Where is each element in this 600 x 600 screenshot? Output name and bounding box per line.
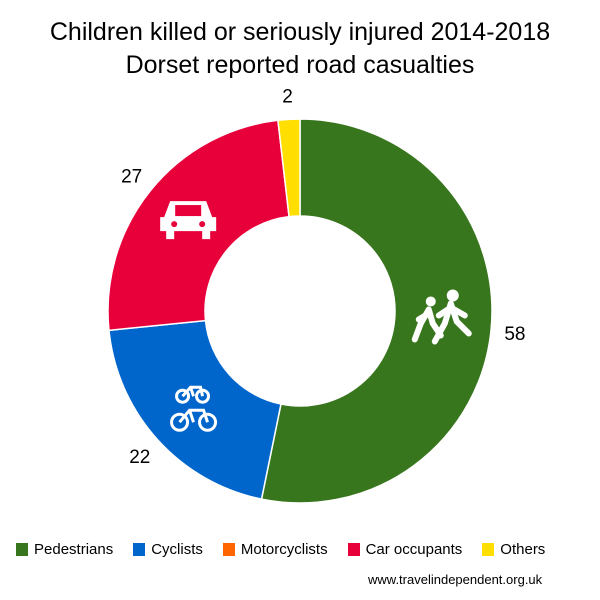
legend-swatch bbox=[347, 543, 360, 556]
legend: Pedestrians Cyclists Motorcyclists Car o… bbox=[16, 541, 565, 558]
legend-swatch bbox=[16, 543, 28, 556]
slice-others bbox=[277, 118, 301, 218]
chart-title: Children killed or seriously injured 201… bbox=[49, 18, 551, 46]
legend-label: Pedestrians bbox=[34, 541, 114, 558]
legend-label: Cyclists bbox=[151, 541, 203, 558]
chart-subtitle: Dorset reported road casualties bbox=[125, 51, 475, 79]
legend-item-others: Others bbox=[482, 541, 545, 558]
data-label: 2 bbox=[282, 86, 293, 107]
legend-item-cyclists: Cyclists bbox=[133, 541, 203, 558]
data-label: 22 bbox=[129, 447, 150, 468]
legend-item-pedestrians: Pedestrians bbox=[16, 541, 113, 558]
legend-swatch bbox=[133, 543, 146, 556]
source-link[interactable]: www.travelindependent.org.uk bbox=[368, 572, 543, 587]
legend-label: Others bbox=[500, 541, 546, 558]
legend-item-car-occupants: Car occupants bbox=[347, 541, 463, 558]
slice-pedestrians bbox=[260, 118, 493, 504]
data-label: 58 bbox=[504, 324, 525, 345]
legend-swatch bbox=[482, 543, 495, 556]
car-icon bbox=[160, 201, 217, 240]
bicycles-icon bbox=[170, 385, 218, 432]
legend-label: Car occupants bbox=[365, 541, 463, 558]
pedestrians-icon bbox=[411, 289, 472, 345]
data-label: 27 bbox=[121, 167, 142, 188]
legend-label: Motorcyclists bbox=[240, 541, 328, 558]
legend-swatch bbox=[222, 543, 235, 556]
legend-item-motorcyclists: Motorcyclists bbox=[222, 541, 328, 558]
